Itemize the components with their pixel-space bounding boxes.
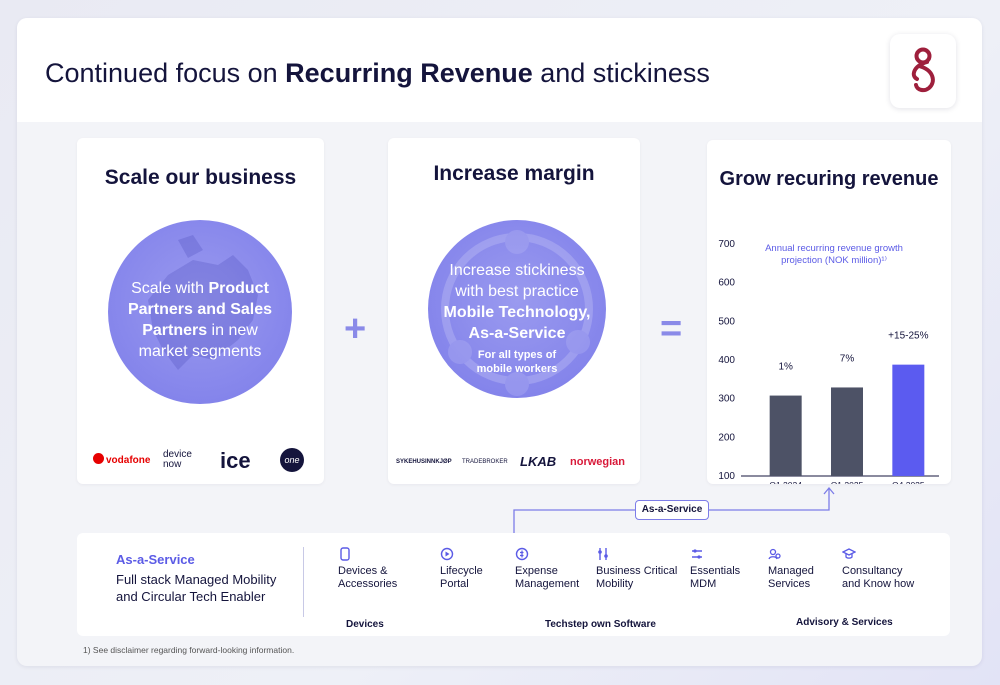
service-lifecycle: Lifecycle Portal: [440, 547, 483, 591]
grow-revenue-card: Grow recuring revenue Annual recurring r…: [707, 140, 951, 484]
ice-logo: ice: [220, 448, 251, 473]
service-essentials: Essentials MDM: [690, 547, 740, 591]
y-tick-label: 100: [718, 471, 735, 482]
service-business-critical: Business Critical Mobility: [596, 547, 677, 591]
norwegian-logo: norwegian: [570, 456, 626, 468]
sliders-icon: [598, 548, 608, 560]
equals-operator: =: [660, 308, 683, 350]
service-devices: Devices & Accessories: [338, 547, 397, 591]
bar: [831, 387, 863, 476]
scale-card-title: Scale our business: [104, 166, 297, 189]
devicenow-logo: device now: [163, 449, 192, 470]
margin-card-title: Increase margin: [433, 162, 595, 185]
category-devices: Devices: [346, 619, 384, 630]
lifecycle-wheel-icon: [441, 230, 593, 396]
europe-map-icon: [148, 235, 258, 370]
play-cycle-icon: [440, 547, 454, 561]
vodafone-logo: vodafone: [93, 452, 150, 466]
bar-annotation: 1%: [778, 362, 793, 373]
services-divider: [303, 547, 304, 617]
scale-circle: Scale with Product Partners and Sales Pa…: [108, 220, 292, 404]
one-logo: one: [280, 448, 304, 472]
services-title: As-a-Service: [116, 552, 195, 567]
bar-annotation: +15-25%: [888, 331, 928, 342]
increase-margin-card: Increase margin Increase stickiness with…: [388, 138, 640, 484]
company-logo: [890, 34, 956, 108]
grow-card-title: Grow recuring revenue: [719, 168, 939, 190]
currency-icon: [515, 547, 529, 561]
bar: [769, 395, 802, 476]
footnote: 1) See disclaimer regarding forward-look…: [83, 645, 295, 655]
y-tick-label: 300: [718, 394, 735, 405]
scale-circle-text: Scale with Product Partners and Sales Pa…: [127, 280, 273, 360]
x-tick-label: Q4 2025: [892, 480, 925, 484]
techstep-logo-icon: [911, 47, 935, 93]
margin-circle-bold: Mobile Technology, As-a-Service: [443, 304, 591, 342]
y-tick-label: 700: [718, 239, 735, 250]
scale-business-card: Scale our business Scale with Product Pa…: [77, 138, 324, 484]
revenue-bar-chart: 100 200 300 400 500 600 700 Q1 2024 1% Q1 2025 7% Q…: [718, 239, 939, 484]
controls-icon: [692, 549, 702, 559]
as-a-service-badge: As-a-Service: [635, 500, 709, 520]
margin-circle-text: Increase stickiness with best practice: [449, 262, 585, 300]
chart-title: Annual recurring revenue growth projecti…: [765, 243, 903, 266]
category-advisory: Advisory & Services: [796, 617, 893, 628]
x-tick-label: Q1 2024: [769, 480, 802, 484]
y-tick-label: 600: [718, 278, 735, 289]
graduation-cap-icon: [842, 548, 856, 559]
header: Continued focus on Recurring Revenue and…: [17, 18, 982, 122]
bar: [892, 364, 925, 476]
x-tick-label: Q1 2025: [831, 480, 864, 484]
plus-operator: +: [344, 308, 367, 350]
lkab-logo: LKAB: [520, 454, 557, 469]
service-managed: Managed Services: [768, 547, 814, 591]
tradebroker-logo: TRADEBROKER: [462, 459, 508, 465]
margin-circle: Increase stickiness with best practice M…: [428, 220, 606, 398]
services-bar: As-a-Service Full stack Managed Mobility…: [77, 533, 950, 636]
category-software: Techstep own Software: [545, 619, 656, 630]
services-description: Full stack Managed Mobility and Circular…: [116, 572, 277, 604]
page-title: Continued focus on Recurring Revenue and…: [45, 58, 710, 88]
slide: Continued focus on Recurring Revenue and…: [17, 18, 982, 666]
y-tick-label: 200: [718, 432, 735, 443]
phone-icon: [340, 547, 350, 561]
service-expense: Expense Management: [515, 547, 579, 591]
users-icon: [768, 548, 781, 560]
sykehusinnkjop-logo: SYKEHUSINNKJØP: [396, 459, 452, 465]
service-consultancy: Consultancy and Know how: [842, 547, 914, 591]
y-tick-label: 500: [718, 316, 735, 327]
margin-circle-small: For all types of mobile workers: [476, 349, 558, 375]
y-tick-label: 400: [718, 355, 735, 366]
bar-annotation: 7%: [840, 353, 855, 364]
